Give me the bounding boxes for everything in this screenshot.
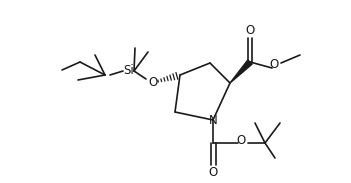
Text: O: O: [148, 76, 158, 89]
Text: O: O: [208, 165, 218, 178]
Polygon shape: [230, 60, 252, 83]
Text: O: O: [245, 25, 254, 38]
Text: O: O: [269, 59, 279, 72]
Text: O: O: [236, 135, 246, 147]
Text: N: N: [208, 115, 217, 128]
Text: Si: Si: [124, 64, 134, 76]
